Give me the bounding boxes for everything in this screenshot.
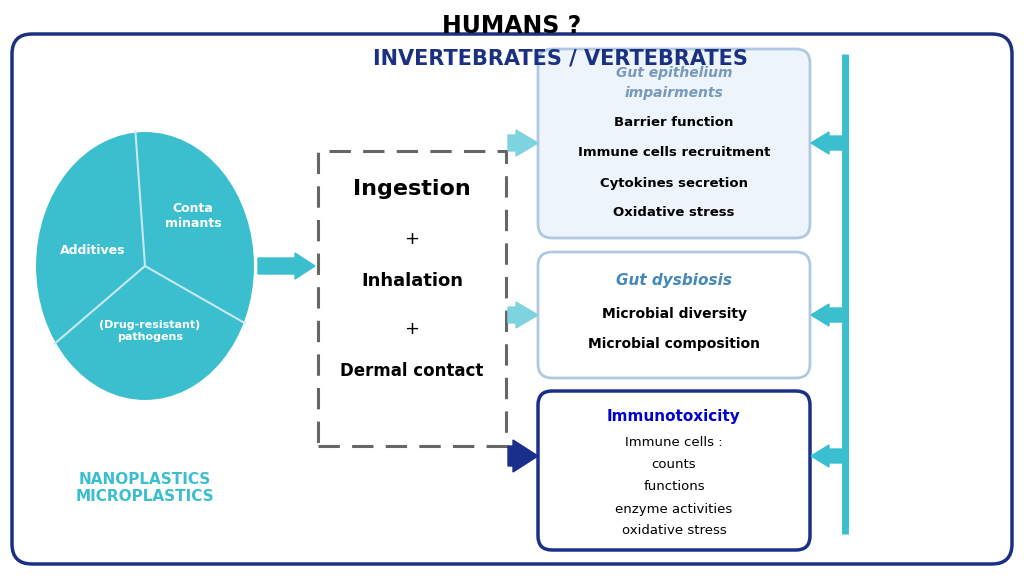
Text: Oxidative stress: Oxidative stress: [613, 207, 735, 219]
FancyBboxPatch shape: [538, 49, 810, 238]
Text: Microbial composition: Microbial composition: [588, 337, 760, 351]
Text: Barrier function: Barrier function: [614, 116, 733, 130]
Text: Ingestion: Ingestion: [353, 179, 471, 199]
Text: counts: counts: [651, 458, 696, 472]
Polygon shape: [508, 130, 538, 156]
Polygon shape: [258, 253, 315, 279]
Text: (Drug-resistant)
pathogens: (Drug-resistant) pathogens: [99, 320, 201, 342]
Polygon shape: [508, 302, 538, 328]
Ellipse shape: [35, 131, 255, 401]
FancyBboxPatch shape: [538, 391, 810, 550]
Text: Gut dysbiosis: Gut dysbiosis: [616, 272, 732, 287]
Text: NANOPLASTICS
MICROPLASTICS: NANOPLASTICS MICROPLASTICS: [76, 472, 214, 504]
Text: Additives: Additives: [60, 244, 126, 257]
Text: +: +: [404, 230, 420, 248]
Polygon shape: [811, 132, 845, 154]
Text: HUMANS ?: HUMANS ?: [442, 14, 582, 38]
Text: +: +: [404, 320, 420, 338]
FancyBboxPatch shape: [12, 34, 1012, 564]
Text: Conta
minants: Conta minants: [165, 202, 221, 230]
Text: Microbial diversity: Microbial diversity: [601, 307, 746, 321]
Text: impairments: impairments: [625, 86, 723, 100]
Text: Immunotoxicity: Immunotoxicity: [607, 410, 741, 425]
Text: Cytokines secretion: Cytokines secretion: [600, 176, 748, 190]
Text: oxidative stress: oxidative stress: [622, 525, 726, 537]
Polygon shape: [508, 440, 538, 472]
Text: Inhalation: Inhalation: [361, 272, 463, 290]
Text: Immune cells :: Immune cells :: [626, 437, 723, 449]
Text: enzyme activities: enzyme activities: [615, 502, 732, 516]
Polygon shape: [811, 304, 845, 326]
FancyBboxPatch shape: [538, 252, 810, 378]
Text: Immune cells recruitment: Immune cells recruitment: [578, 146, 770, 160]
FancyBboxPatch shape: [318, 151, 506, 446]
Text: functions: functions: [643, 480, 705, 494]
Text: INVERTEBRATES / VERTEBRATES: INVERTEBRATES / VERTEBRATES: [373, 49, 748, 69]
Polygon shape: [811, 445, 845, 467]
Text: Dermal contact: Dermal contact: [340, 362, 483, 380]
Text: Gut epithelium: Gut epithelium: [615, 66, 732, 80]
